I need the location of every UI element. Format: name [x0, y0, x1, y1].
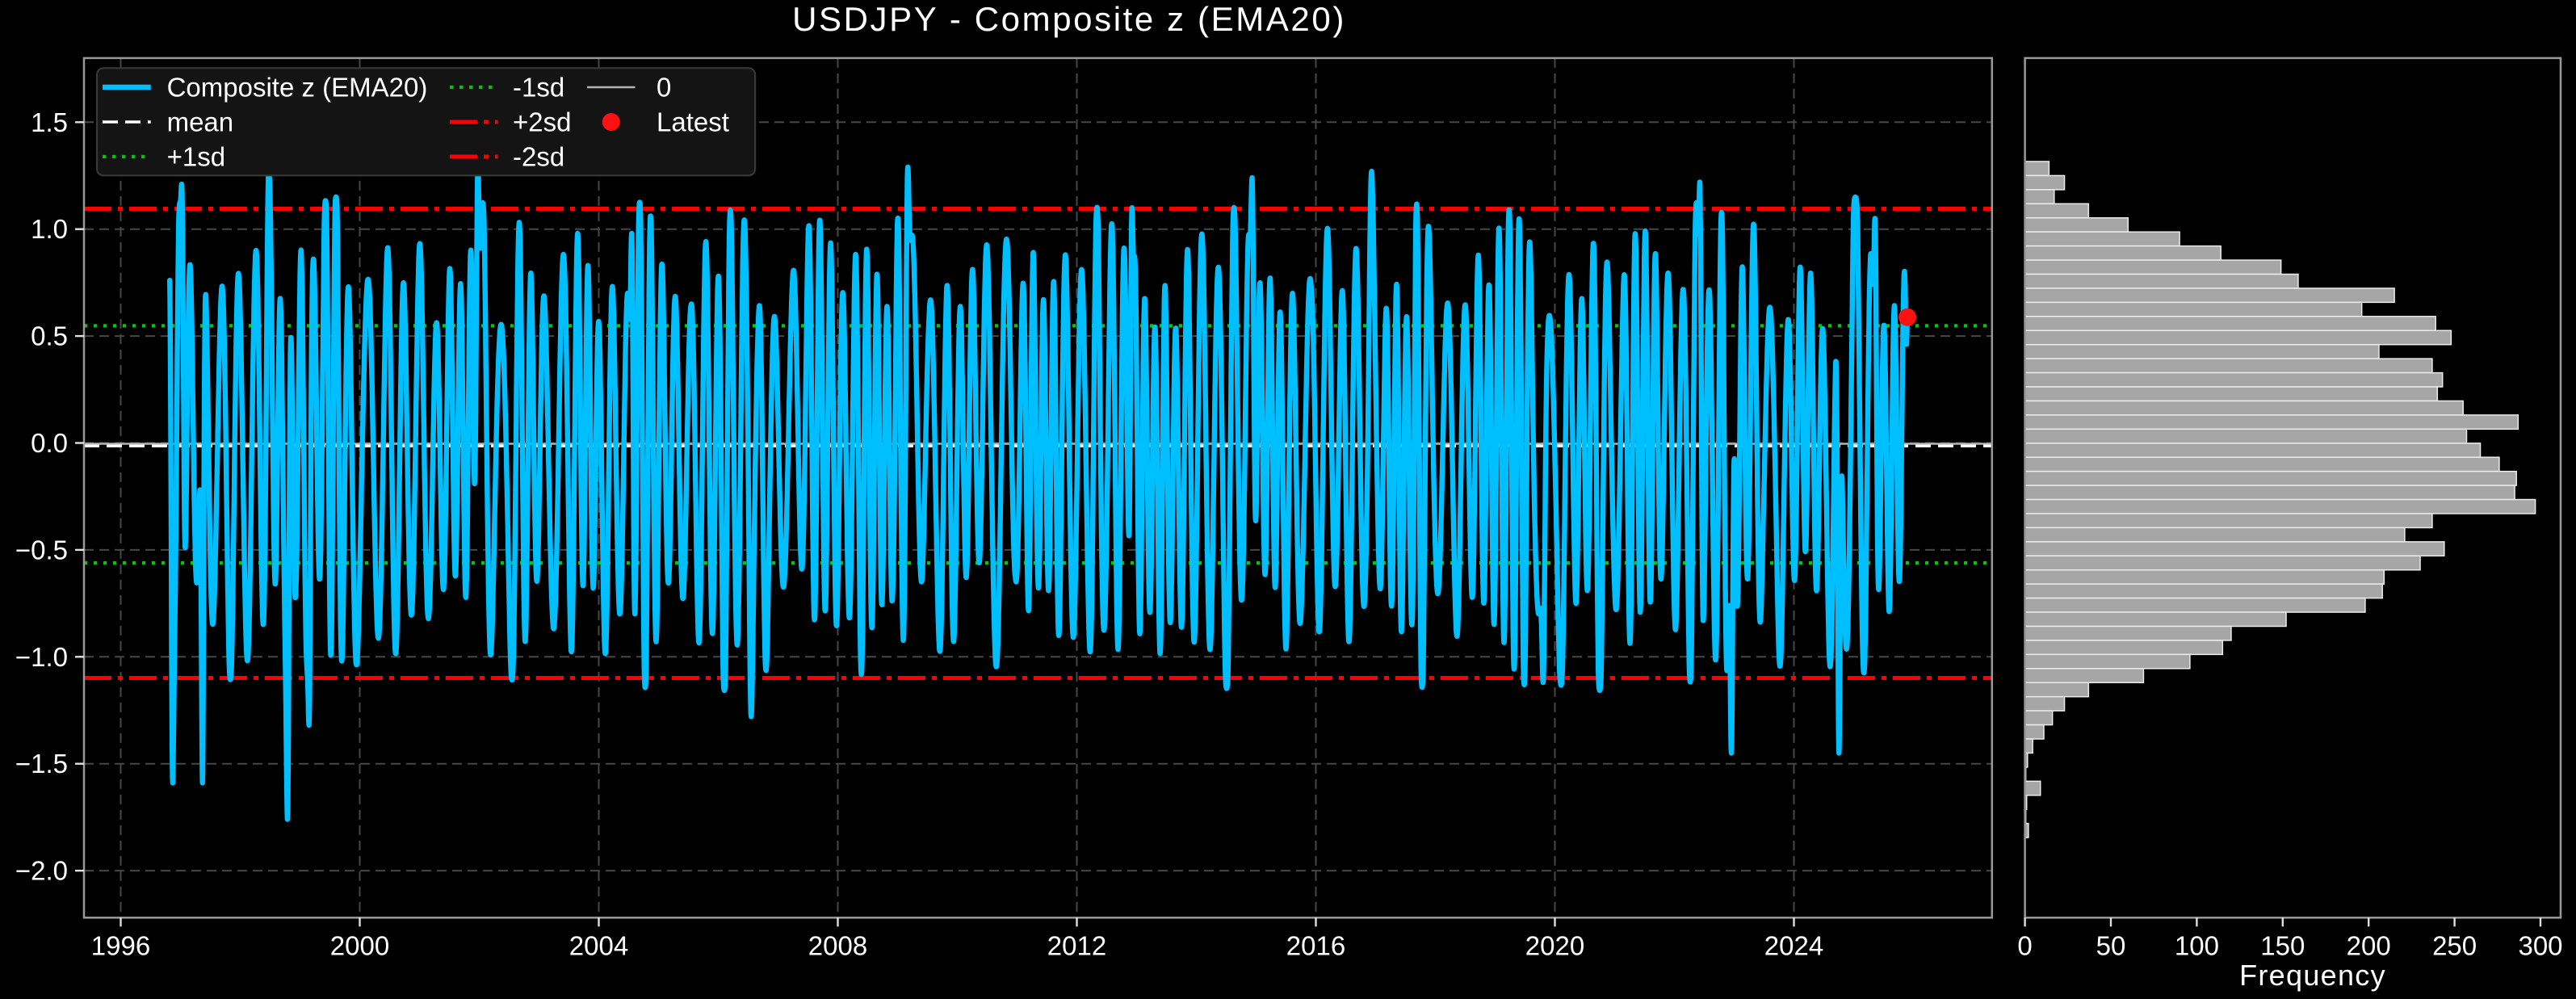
svg-text:1996: 1996 — [91, 931, 150, 961]
svg-text:+1sd: +1sd — [167, 142, 225, 172]
svg-text:USDJPY - Composite z (EMA20): USDJPY - Composite z (EMA20) — [792, 0, 1346, 38]
svg-text:−1.5: −1.5 — [15, 749, 68, 779]
svg-text:0: 0 — [657, 73, 671, 103]
svg-text:1.0: 1.0 — [31, 214, 68, 244]
svg-text:−0.5: −0.5 — [15, 535, 68, 565]
svg-text:−2.0: −2.0 — [15, 856, 68, 886]
svg-text:0.5: 0.5 — [31, 321, 68, 351]
svg-text:Frequency: Frequency — [2239, 959, 2386, 992]
svg-text:0: 0 — [2017, 931, 2032, 961]
svg-text:2008: 2008 — [808, 931, 867, 961]
svg-text:2012: 2012 — [1047, 931, 1106, 961]
svg-text:Latest: Latest — [657, 107, 729, 137]
svg-text:2016: 2016 — [1286, 931, 1345, 961]
svg-text:150: 150 — [2260, 931, 2305, 961]
svg-text:100: 100 — [2175, 931, 2219, 961]
svg-text:1.5: 1.5 — [31, 107, 68, 137]
svg-text:2020: 2020 — [1525, 931, 1584, 961]
svg-text:2024: 2024 — [1764, 931, 1823, 961]
svg-text:−1.0: −1.0 — [15, 642, 68, 672]
svg-text:-2sd: -2sd — [513, 142, 564, 172]
svg-text:300: 300 — [2518, 931, 2562, 961]
svg-text:250: 250 — [2432, 931, 2477, 961]
svg-text:Composite z (EMA20): Composite z (EMA20) — [167, 73, 428, 103]
svg-text:2004: 2004 — [569, 931, 628, 961]
svg-text:-1sd: -1sd — [513, 73, 564, 103]
svg-text:0.0: 0.0 — [31, 428, 68, 458]
svg-text:+2sd: +2sd — [513, 107, 571, 137]
svg-text:2000: 2000 — [330, 931, 389, 961]
svg-text:mean: mean — [167, 107, 234, 137]
svg-text:50: 50 — [2096, 931, 2126, 961]
svg-text:200: 200 — [2347, 931, 2391, 961]
